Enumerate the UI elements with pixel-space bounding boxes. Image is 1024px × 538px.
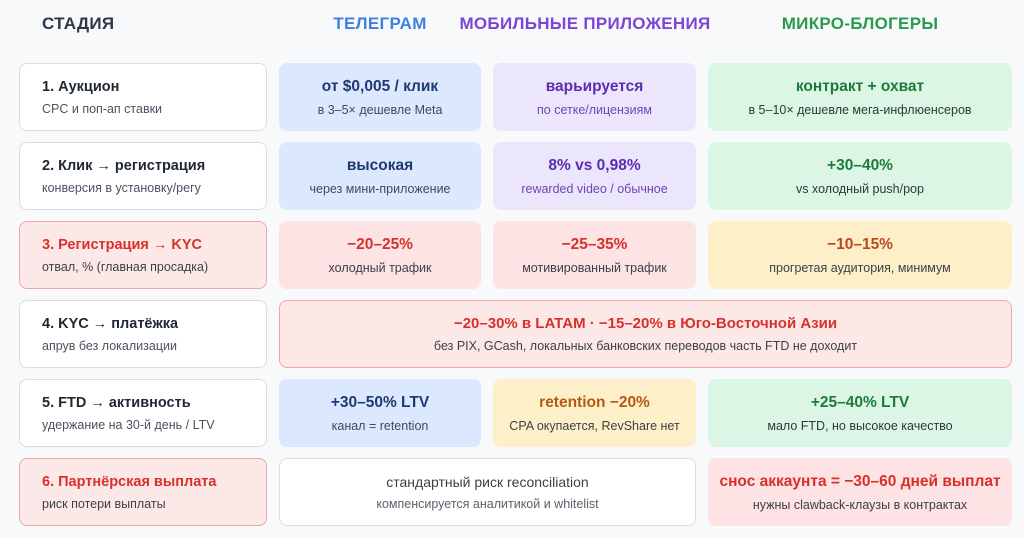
stage-card-click-registration: 2. Клик → регистрация конверсия в устано… [19,142,267,210]
cell-micro-kyc: −10–15% прогретая аудитория, минимум [708,221,1012,289]
cell-value: −20–25% [347,235,413,253]
stage-subtitle: апрув без локализации [42,338,177,353]
cell-micro-auction: контракт + охват в 5–10× дешевле мега-ин… [708,63,1012,131]
cell-value: снос аккаунта = −30–60 дней выплат [719,472,1001,490]
cell-note: CPA окупается, RevShare нет [509,418,680,433]
cell-value: +30–40% [827,156,893,174]
cell-telegram-click: высокая через мини-приложение [279,142,481,210]
cell-micro-ftd: +25–40% LTV мало FTD, но высокое качеств… [708,379,1012,447]
cell-note: по сетке/лицензиям [537,102,652,117]
cell-note: канал = retention [331,418,429,433]
stage-title: 4. KYC → платёжка [42,315,179,332]
cell-note: rewarded video / обычное [521,181,668,196]
cell-note: компенсируется аналитикой и whitelist [376,496,599,511]
cell-note: мало FTD, но высокое качество [767,418,953,433]
cell-mobile-auction: варьируется по сетке/лицензиям [493,63,696,131]
cell-micro-click: +30–40% vs холодный push/pop [708,142,1012,210]
cell-note: в 5–10× дешевле мега-инфлюенсеров [748,102,972,117]
stage-card-kyc-payment: 4. KYC → платёжка апрув без локализации [19,300,267,368]
cell-value: высокая [346,156,414,174]
stage-title: 2. Клик → регистрация [42,157,206,174]
cell-telegram-auction: от $0,005 / клик в 3–5× дешевле Meta [279,63,481,131]
cell-value: варьируется [545,77,644,95]
cell-merged-payment: −20–30% в LATAM · −15–20% в Юго-Восточно… [279,300,1012,368]
cell-note: мотивированный трафик [522,260,667,275]
cell-value: стандартный риск reconciliation [386,473,589,490]
cell-mobile-ftd: retention −20% CPA окупается, RevShare н… [493,379,696,447]
cell-note: в 3–5× дешевле Meta [317,102,443,117]
cell-value: +30–50% LTV [330,393,430,411]
header-stage: СТАДИЯ [42,14,115,33]
cell-note: холодный трафик [328,260,432,275]
cell-telegram-mobile-payout: стандартный риск reconciliation компенси… [279,458,696,526]
header-telegram: ТЕЛЕГРАМ [333,14,427,33]
cell-value: −25–35% [561,235,628,253]
stage-subtitle: удержание на 30-й день / LTV [42,417,215,432]
stage-card-ftd-activity: 5. FTD → активность удержание на 30-й де… [19,379,267,447]
cell-note: vs холодный push/pop [796,181,924,196]
header-mobile-apps: МОБИЛЬНЫЕ ПРИЛОЖЕНИЯ [459,14,711,33]
cell-value: от $0,005 / клик [321,77,439,95]
stage-subtitle: конверсия в установку/регу [42,180,201,195]
stage-subtitle: CPC и поп-ап ставки [42,101,163,116]
stage-card-auction: 1. Аукцион CPC и поп-ап ставки [19,63,267,131]
cell-note: нужны clawback-клаузы в контрактах [752,497,968,512]
cell-mobile-kyc: −25–35% мотивированный трафик [493,221,696,289]
stage-subtitle: риск потери выплаты [42,496,166,511]
header-micro-bloggers: МИКРО-БЛОГЕРЫ [781,14,939,33]
cell-value: +25–40% LTV [810,393,910,411]
cell-value: контракт + охват [795,77,925,95]
cell-telegram-ftd: +30–50% LTV канал = retention [279,379,481,447]
cell-mobile-click: 8% vs 0,98% rewarded video / обычное [493,142,696,210]
stage-subtitle: отвал, % (главная просадка) [42,259,209,274]
cell-value: 8% vs 0,98% [548,156,641,174]
stage-title: 1. Аукцион [42,78,120,95]
stage-title: 6. Партнёрская выплата [42,473,217,490]
stage-title: 3. Регистрация → KYC [42,236,202,253]
cell-telegram-kyc: −20–25% холодный трафик [279,221,481,289]
stage-title: 5. FTD → активность [42,394,191,411]
cell-note: через мини-приложение [309,181,451,196]
cell-value: −10–15% [827,235,893,253]
cell-note: прогретая аудитория, минимум [769,260,951,275]
cell-value: retention −20% [539,393,650,411]
cell-note: без PIX, GCash, локальных банковских пер… [433,339,858,353]
stage-card-registration-kyc: 3. Регистрация → KYC отвал, % (главная п… [19,221,267,289]
cell-value: −20–30% в LATAM · −15–20% в Юго-Восточно… [453,315,838,332]
stage-card-partner-payout: 6. Партнёрская выплата риск потери выпла… [19,458,267,526]
cell-micro-payout: снос аккаунта = −30–60 дней выплат нужны… [708,458,1012,526]
